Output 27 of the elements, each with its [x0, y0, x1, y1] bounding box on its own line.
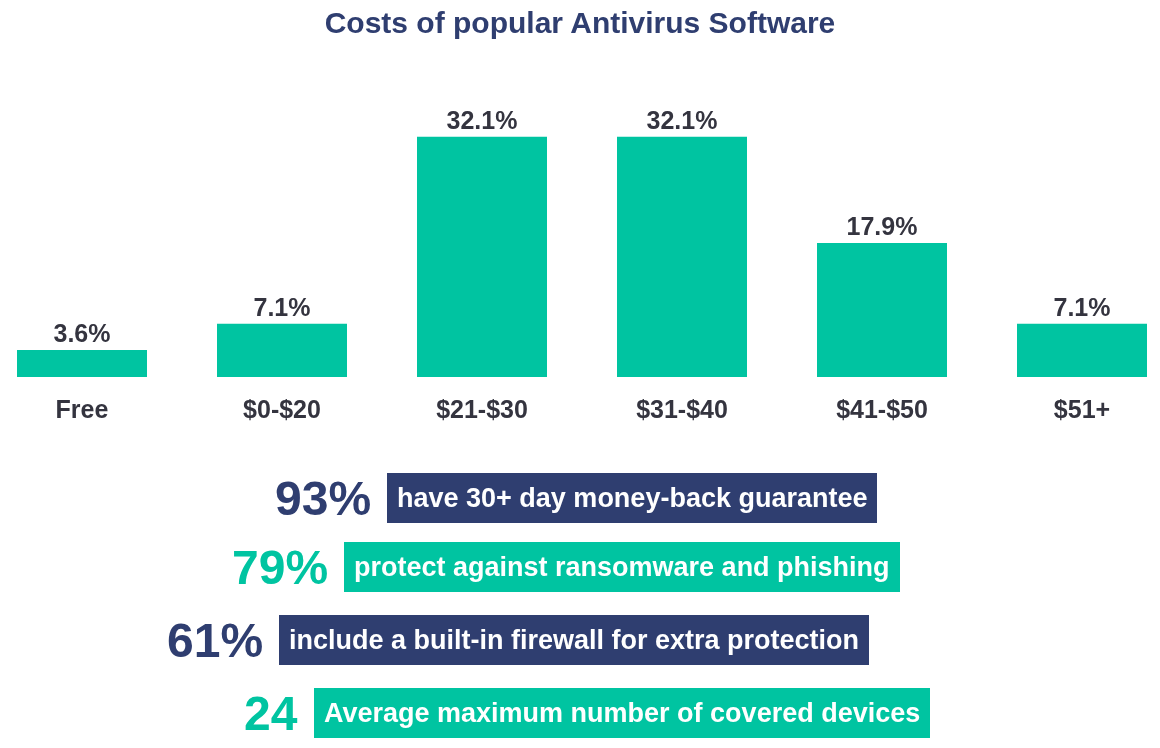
data-label: 32.1% — [646, 105, 718, 134]
data-label: 7.1% — [253, 292, 311, 321]
x-tick-label: $51+ — [1053, 395, 1111, 423]
text: Average maximum number of covered devices — [324, 698, 921, 728]
data-label: 17.9% — [846, 211, 918, 240]
data-label: 3.6% — [53, 319, 111, 348]
x-tick-label: $31-$40 — [636, 395, 728, 423]
chart-title: Costs of popular Antivirus Software — [324, 5, 836, 39]
data-label: 32.1% — [446, 105, 518, 134]
bar — [417, 136, 547, 377]
bar — [1017, 323, 1147, 377]
bar — [817, 242, 947, 377]
text: protect against ransomware and phishing — [354, 552, 890, 582]
text: 61% — [167, 614, 264, 667]
text: 79% — [232, 541, 329, 594]
bar — [617, 136, 747, 377]
text: 93% — [275, 472, 372, 525]
x-tick-label: $41-$50 — [836, 395, 928, 423]
data-label: 7.1% — [1053, 292, 1111, 321]
text: have 30+ day money-back guarantee — [397, 483, 868, 513]
x-tick-label: Free — [55, 395, 109, 423]
text: 24 — [244, 687, 298, 740]
text: include a built-in firewall for extra protection — [289, 625, 860, 655]
x-tick-label: $21-$30 — [436, 395, 528, 423]
bar — [17, 350, 147, 377]
x-tick-label: $0-$20 — [243, 395, 321, 423]
bar — [217, 323, 347, 377]
